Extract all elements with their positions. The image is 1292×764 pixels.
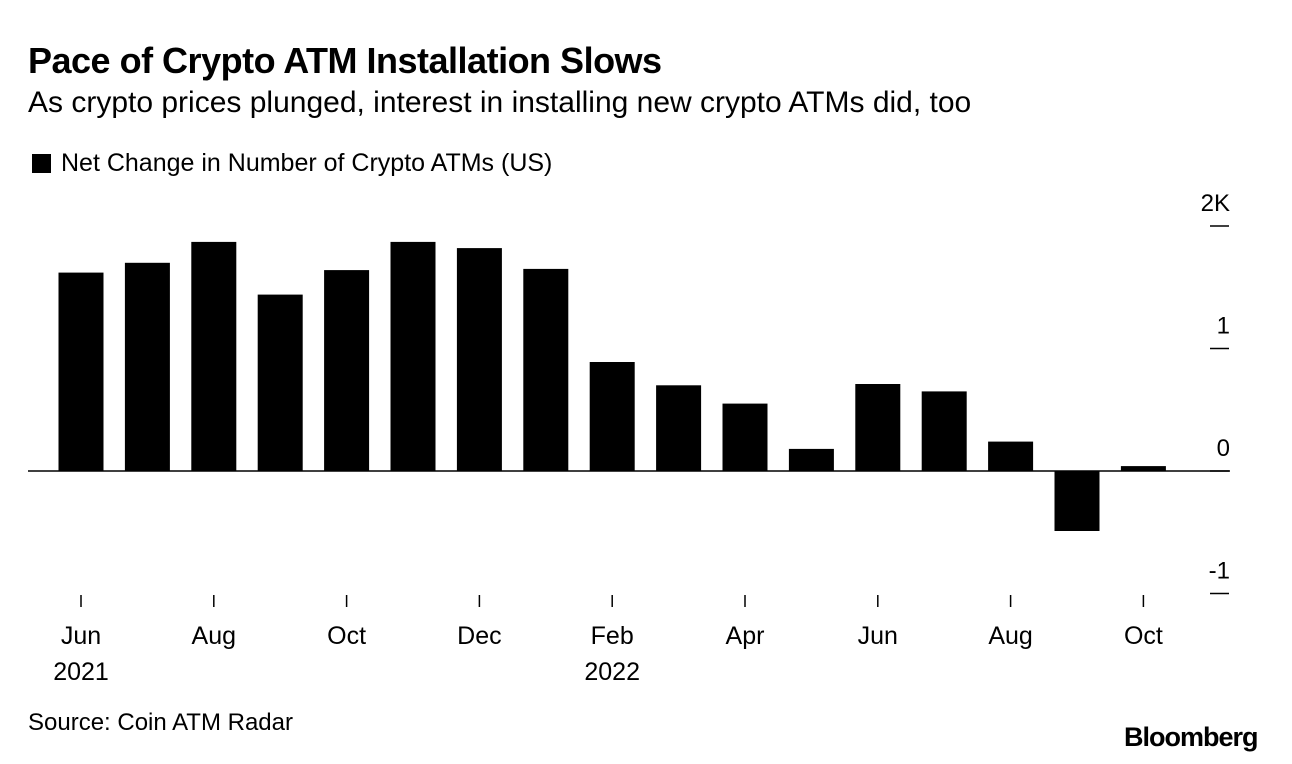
bars-layer: [58, 241, 1166, 531]
x-tick-label: Dec: [457, 622, 501, 650]
x-tick-label: Feb: [591, 622, 634, 650]
y-tick-label: 1: [1217, 313, 1230, 340]
x-tick-label: Oct: [327, 622, 366, 650]
source-note: Source: Coin ATM Radar: [28, 709, 293, 736]
x-tick-label: Jun: [858, 622, 898, 650]
legend-swatch: [32, 154, 51, 173]
x-tick-year-label: 2021: [53, 658, 109, 686]
bar-jun-2022: [855, 384, 901, 471]
bar-jun-2021: [58, 272, 104, 471]
bar-jul-2022: [921, 391, 967, 471]
x-tick-label: Apr: [726, 622, 765, 650]
chart-title: Pace of Crypto ATM Installation Slows: [28, 40, 662, 81]
y-tick-label: 2K: [1201, 190, 1230, 217]
y-axis: 2K 1 0 -1: [1201, 190, 1230, 595]
x-axis: Jun 2021 Aug Oct Dec Feb 2022 Apr Jun Aug Oct: [53, 595, 1163, 686]
y-tick-label: 0: [1217, 435, 1230, 462]
bar-may-2022: [788, 448, 834, 471]
bar-aug-2021: [191, 241, 237, 471]
bar-apr-2022: [722, 403, 768, 471]
bar-jan-2022: [523, 268, 569, 471]
bar-jul-2021: [124, 262, 170, 472]
x-tick-label: Aug: [192, 622, 236, 650]
bar-oct-2022: [1120, 466, 1166, 471]
chart-subtitle: As crypto prices plunged, interest in in…: [28, 86, 972, 119]
bar-aug-2022: [988, 441, 1034, 471]
legend-label: Net Change in Number of Crypto ATMs (US): [61, 149, 553, 177]
bar-dec-2021: [456, 248, 502, 471]
bloomberg-logo: Bloomberg: [1124, 722, 1259, 752]
y-tick-label: -1: [1209, 558, 1230, 585]
x-tick-label: Aug: [988, 622, 1032, 650]
bar-nov-2021: [390, 241, 436, 471]
bar-mar-2022: [656, 385, 702, 472]
bar-feb-2022: [589, 362, 635, 471]
x-tick-label: Jun: [61, 622, 101, 650]
bar-sep-2021: [257, 294, 303, 471]
chart-legend: Net Change in Number of Crypto ATMs (US): [32, 149, 552, 178]
bar-sep-2022: [1054, 471, 1100, 531]
x-tick-year-label: 2022: [584, 658, 640, 686]
bar-oct-2021: [324, 270, 370, 471]
x-tick-label: Oct: [1124, 622, 1163, 650]
